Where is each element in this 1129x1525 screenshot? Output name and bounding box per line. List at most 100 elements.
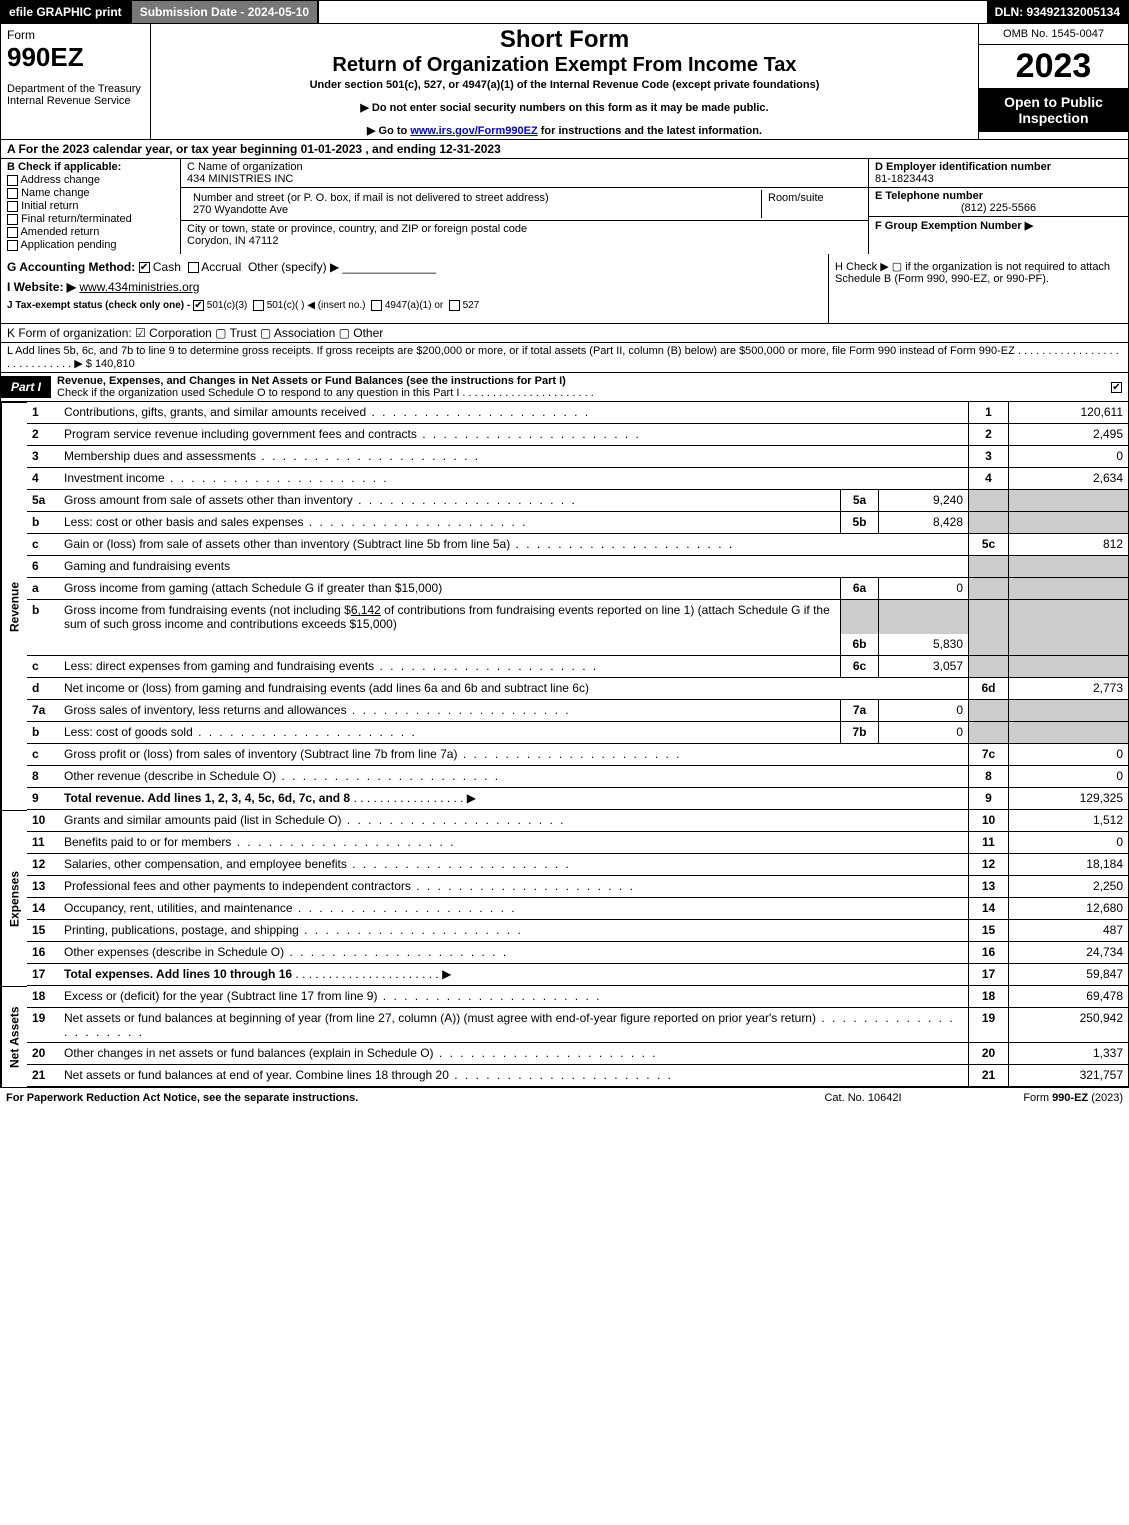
line-5b-desc: Less: cost or other basis and sales expe… (59, 512, 840, 534)
line-6c-desc: Less: direct expenses from gaming and fu… (59, 656, 840, 678)
line-7a-outval (1008, 700, 1128, 722)
line-5b-outlab (968, 512, 1008, 534)
footer-mid: Cat. No. 10642I (763, 1092, 963, 1104)
line-17-desc: Total expenses. Add lines 10 through 16 … (59, 964, 968, 986)
form-number: 990EZ (7, 42, 144, 73)
line-6b-outlab (968, 634, 1008, 656)
B-title: B Check if applicable: (7, 161, 121, 173)
line-6c-inlab: 6c (840, 656, 878, 678)
line-6b-inlab: 6b (840, 634, 878, 656)
row-K: K Form of organization: ☑ Corporation ▢ … (0, 324, 1129, 343)
line-16-num: 16 (27, 942, 59, 964)
line-19-desc: Net assets or fund balances at beginning… (59, 1008, 968, 1043)
city-block: City or town, state or province, country… (181, 221, 868, 249)
chk-final[interactable]: Final return/terminated (7, 213, 174, 225)
chk-cash[interactable]: ✔ (139, 262, 150, 273)
line-7b-outval (1008, 722, 1128, 744)
line-3-outlab: 3 (968, 446, 1008, 468)
line-10-desc: Grants and similar amounts paid (list in… (59, 810, 968, 832)
side-netassets: Net Assets (1, 986, 27, 1087)
line-14-desc: Occupancy, rent, utilities, and maintena… (59, 898, 968, 920)
line-15-num: 15 (27, 920, 59, 942)
line-8-outlab: 8 (968, 766, 1008, 788)
part1-schO-chk[interactable]: ✔ (1105, 378, 1128, 396)
line-7a-outlab (968, 700, 1008, 722)
line-1-outlab: 1 (968, 402, 1008, 424)
line-6-outval (1008, 556, 1128, 578)
efile-label[interactable]: efile GRAPHIC print (1, 1, 130, 23)
F-label: F Group Exemption Number ▶ (875, 220, 1033, 232)
line-19-outlab: 19 (968, 1008, 1008, 1043)
irs-link[interactable]: www.irs.gov/Form990EZ (410, 125, 537, 137)
footer-right: Form 990-EZ (2023) (963, 1092, 1123, 1104)
line-5a-outval (1008, 490, 1128, 512)
line-21-num: 21 (27, 1065, 59, 1087)
goto-link-line: ▶ Go to www.irs.gov/Form990EZ for instru… (155, 124, 974, 137)
line-6b-cont (59, 634, 840, 656)
line-4-desc: Investment income (59, 468, 968, 490)
E-block: E Telephone number (812) 225-5566 (869, 188, 1128, 217)
return-title: Return of Organization Exempt From Incom… (155, 54, 974, 77)
I-label: I Website: ▶ (7, 280, 76, 294)
chk-initial[interactable]: Initial return (7, 200, 174, 212)
goto-post: for instructions and the latest informat… (538, 125, 762, 137)
room-label: Room/suite (768, 192, 824, 204)
chk-amended[interactable]: Amended return (7, 226, 174, 238)
line-6b-num: b (27, 600, 59, 634)
line-6-outlab (968, 556, 1008, 578)
line-4-val: 2,634 (1008, 468, 1128, 490)
line-5b-num: b (27, 512, 59, 534)
line-21-outlab: 21 (968, 1065, 1008, 1087)
chk-4947[interactable] (371, 300, 382, 311)
line-9-val: 129,325 (1008, 788, 1128, 810)
goto-pre: ▶ Go to (367, 125, 410, 137)
chk-address[interactable]: Address change (7, 174, 174, 186)
line-20-num: 20 (27, 1043, 59, 1065)
line-13-num: 13 (27, 876, 59, 898)
line-11-desc: Benefits paid to or for members (59, 832, 968, 854)
chk-name[interactable]: Name change (7, 187, 174, 199)
chk-pending[interactable]: Application pending (7, 239, 174, 251)
line-7b-outlab (968, 722, 1008, 744)
line-12-outlab: 12 (968, 854, 1008, 876)
line-6c-num: c (27, 656, 59, 678)
line-9-desc: Total revenue. Add lines 1, 2, 3, 4, 5c,… (59, 788, 968, 810)
top-spacer (319, 1, 986, 23)
website[interactable]: www.434ministries.org (79, 280, 199, 294)
EIN: 81-1823443 (875, 173, 934, 185)
line-16-desc: Other expenses (describe in Schedule O) (59, 942, 968, 964)
line-11-num: 11 (27, 832, 59, 854)
line-5b-inlab: 5b (840, 512, 878, 534)
line-6b-num2 (27, 634, 59, 656)
line-18-val: 69,478 (1008, 986, 1128, 1008)
line-18-outlab: 18 (968, 986, 1008, 1008)
part1-grid: Revenue 1 Contributions, gifts, grants, … (0, 402, 1129, 1087)
line-5c-val: 812 (1008, 534, 1128, 556)
line-17-val: 59,847 (1008, 964, 1128, 986)
line-7a-inval: 0 (878, 700, 968, 722)
line-16-val: 24,734 (1008, 942, 1128, 964)
line-7b-inval: 0 (878, 722, 968, 744)
submission-date: Submission Date - 2024-05-10 (130, 1, 319, 23)
chk-501c[interactable] (253, 300, 264, 311)
line-7c-val: 0 (1008, 744, 1128, 766)
line-6b-outval (1008, 634, 1128, 656)
line-7a-inlab: 7a (840, 700, 878, 722)
line-6a-outlab (968, 578, 1008, 600)
line-21-desc: Net assets or fund balances at end of ye… (59, 1065, 968, 1087)
line-7c-desc: Gross profit or (loss) from sales of inv… (59, 744, 968, 766)
chk-501c3[interactable]: ✔ (193, 300, 204, 311)
line-2-val: 2,495 (1008, 424, 1128, 446)
line-6-num: 6 (27, 556, 59, 578)
part1-schO: Check if the organization used Schedule … (57, 387, 594, 399)
chk-accrual[interactable] (188, 262, 199, 273)
line-6b-inval: 5,830 (878, 634, 968, 656)
chk-527[interactable] (449, 300, 460, 311)
line-2-desc: Program service revenue including govern… (59, 424, 968, 446)
phone: (812) 225-5566 (875, 202, 1122, 214)
part1-header: Part I Revenue, Expenses, and Changes in… (0, 373, 1129, 402)
city-label: City or town, state or province, country… (187, 223, 527, 235)
line-6c-inval: 3,057 (878, 656, 968, 678)
line-6c-outlab (968, 656, 1008, 678)
line-6a-inval: 0 (878, 578, 968, 600)
